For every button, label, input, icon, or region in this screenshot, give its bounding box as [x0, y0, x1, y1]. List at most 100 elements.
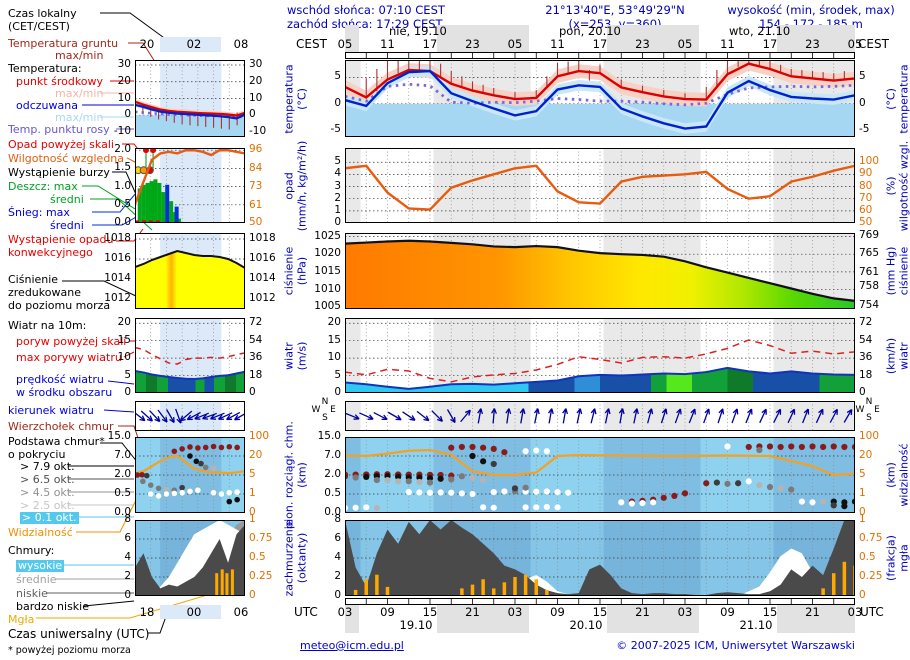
tick-label: 1 [249, 513, 256, 525]
tick-label: 4 [334, 551, 341, 563]
text-label: prędkość wiatru [16, 373, 104, 386]
tick-label: 70 [859, 191, 873, 204]
text-label: o pokryciu [8, 448, 66, 461]
text-label: S [322, 413, 328, 423]
cest-hour-label: 17 [762, 37, 778, 51]
text-label: pon, 20.10 [559, 24, 621, 38]
strip-bottom [345, 598, 855, 605]
tick-label: 60 [859, 203, 873, 216]
text-label: punkt środkowy [16, 75, 104, 88]
text-label: Mgła [8, 613, 35, 626]
text-label: średni [50, 193, 84, 206]
tick-label: 2 [124, 570, 131, 582]
tick-label: 4 [124, 551, 131, 563]
axis-title: (m/s) [295, 341, 309, 370]
tick-label: 761 [859, 266, 880, 279]
text-label: Ciśnienie [8, 273, 59, 286]
utc-hour-label: 15 [422, 605, 438, 619]
tick-label: -5 [330, 123, 341, 136]
tick-label: 20 [327, 316, 341, 329]
tick-label: 0.0 [324, 506, 341, 518]
mini-cloudcover-fog [135, 520, 245, 596]
text-label: Czas uniwersalny (UTC) [8, 627, 150, 641]
tick-label: 5 [334, 368, 341, 381]
axis-title: (mm/h, kg/m²/h) [295, 140, 309, 231]
utc-hour-label: 15 [592, 605, 608, 619]
tick-label: 0.0 [114, 506, 131, 518]
text-label: > 2.5 okt. [20, 499, 75, 512]
coordinates-text: 21°13'40"E, 53°49'29"N [545, 3, 685, 17]
tick-label: 1 [249, 487, 256, 499]
sunrise-text: wschód słońca: 07:10 CEST [287, 3, 445, 17]
utc-hour-label: 21 [805, 605, 820, 619]
tick-label: 1 [859, 513, 866, 525]
tick-label: -10 [113, 124, 131, 137]
tick-label: 54 [859, 333, 873, 346]
cest-hour-label: 23 [635, 37, 650, 51]
text-label: (CET/CEST) [8, 20, 70, 33]
night-shade-box [345, 605, 360, 633]
tick-label: 61 [249, 198, 263, 211]
mini-precip-humidity [135, 148, 245, 223]
tick-label: 0 [859, 506, 866, 518]
tick-label: 2 [334, 570, 341, 582]
utc-hour-label: 09 [550, 605, 565, 619]
tick-label: 50 [859, 216, 873, 228]
tick-label: 18 [859, 368, 873, 381]
tick-label: 72 [249, 316, 263, 329]
utc-hour-label: 09 [720, 605, 735, 619]
tick-label: 0 [334, 216, 341, 228]
tick-label: 754 [859, 299, 880, 312]
mini-cloudbase-visibility [135, 437, 245, 513]
mini-temperature [135, 60, 245, 137]
tick-label: 0 [249, 589, 256, 601]
text-label: 08 [233, 37, 249, 51]
text-label: max/min [55, 49, 104, 62]
text-label: 20 [139, 37, 155, 51]
tick-label: 2 [334, 191, 341, 204]
text-label: Wiatr na 10m: [8, 319, 87, 332]
text-label: CEST [296, 37, 327, 51]
main-wind [345, 318, 855, 393]
night-shade-box [345, 25, 360, 52]
night-shade-box [437, 605, 530, 633]
text-label: kierunek wiatru [8, 404, 94, 417]
tick-label: 0.75 [249, 532, 273, 544]
tick-label: 2.0 [114, 468, 131, 480]
tick-label: 769 [859, 228, 880, 241]
tick-label: 96 [249, 143, 263, 156]
tick-label: 36 [249, 351, 263, 364]
text-label: odczuwana [16, 99, 78, 112]
main-cloudbase-visibility [345, 437, 855, 513]
text-label: Czas lokalny [8, 7, 77, 20]
tick-label: 1016 [249, 252, 276, 264]
tick-label: 765 [859, 247, 880, 260]
tick-label: 4 [334, 167, 341, 180]
tick-label: 1018 [249, 232, 276, 244]
axis-title: (hPa) [295, 256, 309, 286]
tick-label: 20 [117, 316, 131, 329]
utc-hour-label: 21 [635, 605, 650, 619]
tick-label: 72 [859, 316, 873, 329]
main-pressure [345, 233, 855, 309]
text-label: Wystąpienie burzy [8, 166, 110, 179]
utc-hour-label: 03 [847, 605, 863, 619]
text-label: Wierzchołek chmur [8, 420, 114, 433]
text-label: max porywy wiatru [16, 351, 122, 364]
tick-label: 0.5 [114, 487, 131, 499]
tick-label: 0.5 [324, 487, 341, 499]
text-label: 02 [186, 37, 202, 51]
text-label: W [311, 405, 321, 415]
axis-title: widzialność [897, 443, 910, 507]
night-shade-box [437, 25, 530, 52]
cest-hour-label: 17 [592, 37, 608, 51]
text-label: do poziomu morza [8, 299, 111, 312]
text-label: Wilgotność względna [8, 152, 125, 165]
axis-title: temperatura [897, 63, 910, 134]
tick-label: 0 [124, 589, 131, 601]
cest-hour-label: 11 [380, 37, 395, 51]
tick-label: 5 [859, 70, 866, 83]
contact-email[interactable]: meteo@icm.edu.pl [300, 639, 404, 652]
text-label: średnie [16, 573, 57, 586]
axis-title: pion. rozciągł. chm. [282, 421, 296, 529]
